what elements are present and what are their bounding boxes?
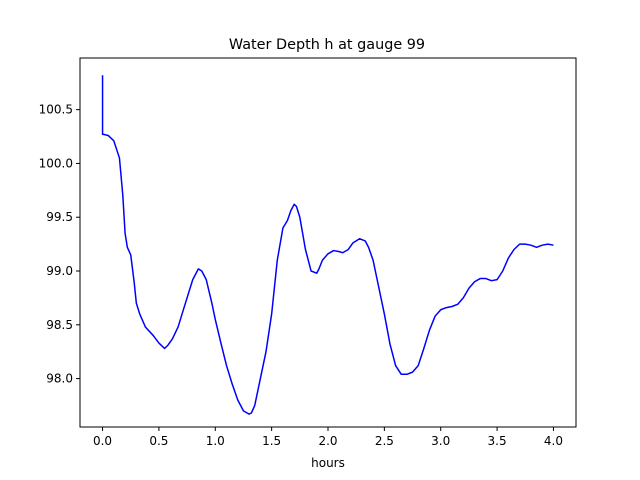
y-axis: 98.0 98.5 99.0 99.5 100.0 100.5 <box>39 103 80 386</box>
y-tick-label: 100.5 <box>39 103 73 117</box>
x-tick-label: 0.5 <box>149 434 168 448</box>
y-tick-label: 100.0 <box>39 156 73 170</box>
x-tick-label: 1.0 <box>206 434 225 448</box>
x-tick-label: 4.0 <box>544 434 563 448</box>
x-tick-label: 3.5 <box>488 434 507 448</box>
x-tick-label: 2.5 <box>375 434 394 448</box>
x-axis: 0.0 0.5 1.0 1.5 2.0 2.5 3.0 3.5 4.0 <box>93 427 563 448</box>
x-axis-label: hours <box>311 456 345 470</box>
plot-area <box>101 75 554 415</box>
plot-frame <box>79 57 577 428</box>
x-tick-label: 2.0 <box>318 434 337 448</box>
x-tick-label: 0.0 <box>93 434 112 448</box>
y-tick-label: 98.5 <box>46 318 73 332</box>
y-tick-label: 98.0 <box>46 372 73 386</box>
y-tick-label: 99.0 <box>46 264 73 278</box>
x-tick-label: 1.5 <box>262 434 281 448</box>
series-line-0 <box>101 75 554 415</box>
x-tick-label: 3.0 <box>431 434 450 448</box>
y-tick-label: 99.5 <box>46 210 73 224</box>
chart-title: Water Depth h at gauge 99 <box>229 37 425 53</box>
